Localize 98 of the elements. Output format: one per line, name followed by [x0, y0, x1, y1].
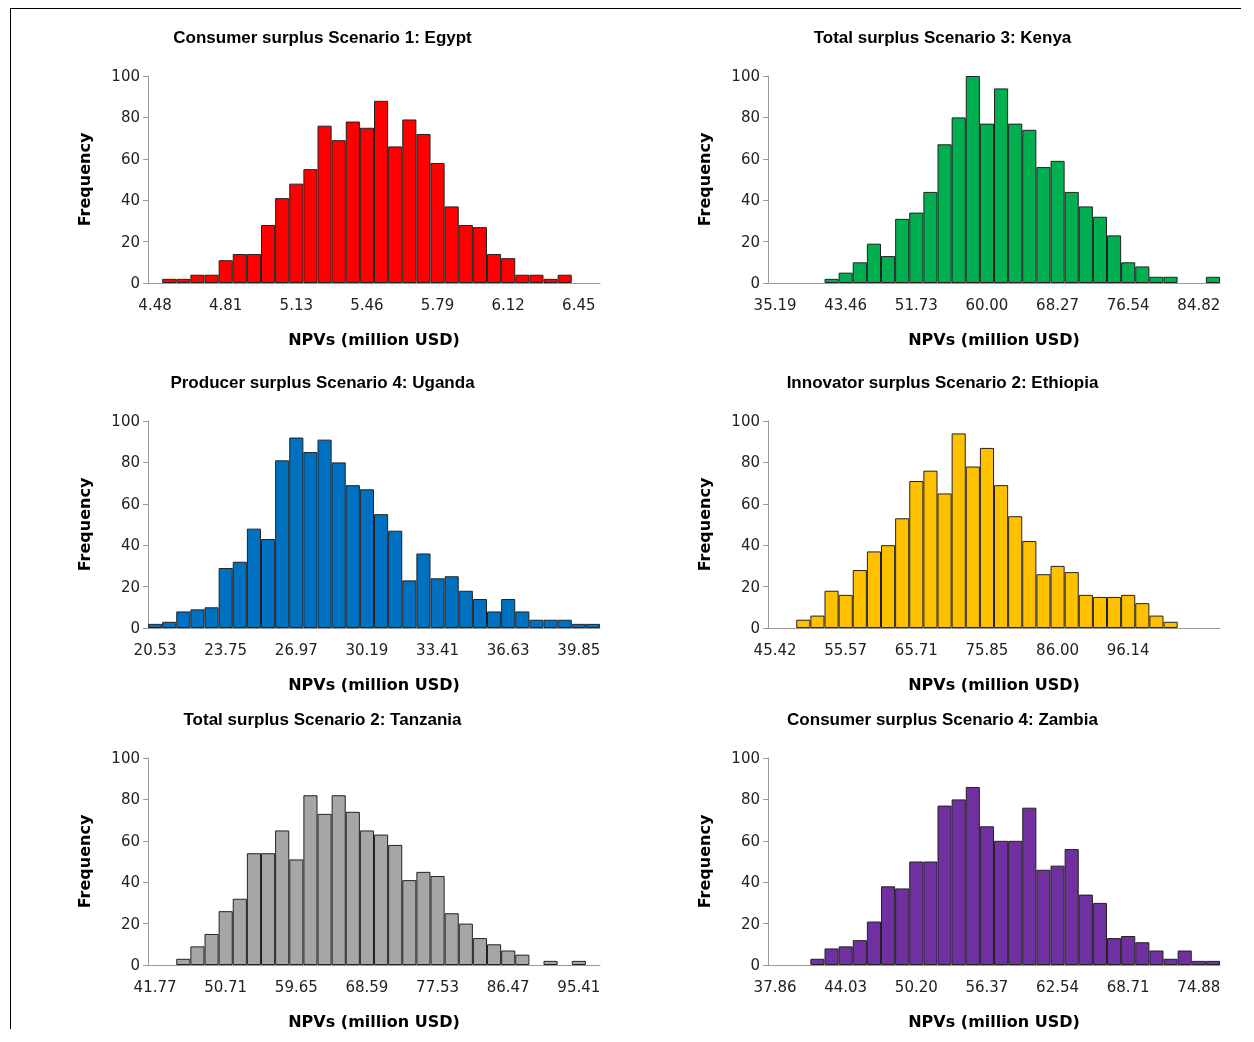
y-tick-label: 0: [750, 956, 760, 974]
x-tick-label: 60.00: [965, 295, 1009, 314]
x-tick-label: 77.53: [416, 977, 460, 996]
y-axis-title: Frequency: [694, 814, 714, 909]
x-tick-label: 26.97: [274, 640, 318, 659]
y-tick-label: 0: [130, 274, 140, 292]
x-tick-label: 62.54: [1036, 977, 1080, 996]
x-tick-label: 30.19: [345, 640, 389, 659]
y-tick-label: 80: [120, 108, 140, 127]
y-tick-label: 60: [740, 149, 760, 168]
x-tick-label: 74.88: [1177, 977, 1221, 996]
x-tick-label: 6.45: [562, 295, 596, 314]
y-tick-label: 100: [111, 749, 140, 767]
x-tick-label: 33.41: [416, 640, 460, 659]
y-tick-label: 80: [740, 108, 760, 127]
x-tick-label: 86.47: [486, 977, 530, 996]
y-tick-label: 40: [120, 191, 140, 210]
x-tick-label: 20.53: [133, 640, 177, 659]
chart-title: Consumer surplus Scenario 4: Zambia: [787, 710, 1099, 729]
y-tick-label: 20: [120, 914, 140, 933]
x-tick-label: 86.00: [1036, 640, 1080, 659]
chart-title: Innovator surplus Scenario 2: Ethiopia: [786, 373, 1099, 392]
x-tick-label: 4.81: [208, 295, 243, 314]
y-tick-label: 60: [120, 149, 140, 168]
y-tick-label: 40: [740, 536, 760, 555]
x-tick-label: 5.79: [420, 295, 455, 314]
y-tick-label: 100: [731, 749, 760, 767]
y-tick-label: 60: [740, 494, 760, 513]
x-tick-label: 5.46: [350, 295, 384, 314]
y-tick-label: 80: [740, 790, 760, 809]
y-axis-title: Frequency: [74, 132, 94, 227]
y-tick-label: 20: [740, 577, 760, 596]
y-tick-label: 100: [731, 67, 760, 85]
x-axis-title: NPVs (million USD): [288, 329, 460, 349]
y-tick-label: 80: [120, 453, 140, 472]
x-axis-title: NPVs (million USD): [908, 674, 1080, 694]
y-tick-label: 40: [120, 873, 140, 892]
x-tick-label: 68.27: [1036, 295, 1080, 314]
x-tick-label: 68.59: [345, 977, 389, 996]
x-tick-label: 50.71: [204, 977, 248, 996]
x-tick-label: 65.71: [894, 640, 938, 659]
x-tick-label: 23.75: [204, 640, 248, 659]
x-tick-label: 45.42: [753, 640, 797, 659]
x-tick-label: 68.71: [1106, 977, 1150, 996]
x-tick-label: 36.63: [486, 640, 530, 659]
x-tick-label: 55.57: [824, 640, 868, 659]
y-tick-label: 20: [740, 914, 760, 933]
y-tick-label: 40: [120, 536, 140, 555]
x-tick-label: 76.54: [1106, 295, 1150, 314]
x-axis-title: NPVs (million USD): [908, 1011, 1080, 1031]
y-tick-label: 0: [750, 619, 760, 637]
y-tick-label: 60: [120, 494, 140, 513]
chart-title: Total surplus Scenario 2: Tanzania: [183, 710, 463, 729]
y-axis-title: Frequency: [74, 477, 94, 572]
y-axis-title: Frequency: [74, 814, 94, 909]
x-tick-label: 59.65: [274, 977, 318, 996]
bar: [1205, 276, 1220, 283]
y-tick-label: 0: [130, 619, 140, 637]
y-tick-label: 20: [120, 577, 140, 596]
y-tick-label: 40: [740, 191, 760, 210]
y-tick-label: 100: [111, 67, 140, 85]
x-tick-label: 50.20: [894, 977, 938, 996]
x-tick-label: 37.86: [753, 977, 797, 996]
x-tick-label: 39.85: [557, 640, 601, 659]
y-axis-title: Frequency: [694, 477, 714, 572]
y-tick-label: 80: [740, 453, 760, 472]
x-tick-label: 5.13: [279, 295, 314, 314]
x-tick-label: 44.03: [824, 977, 868, 996]
y-tick-label: 60: [740, 831, 760, 850]
y-axis-title: Frequency: [694, 132, 714, 227]
x-tick-label: 4.48: [138, 295, 172, 314]
y-tick-label: 80: [120, 790, 140, 809]
y-tick-label: 0: [130, 956, 140, 974]
chart-title: Producer surplus Scenario 4: Uganda: [170, 373, 476, 392]
y-tick-label: 100: [111, 412, 140, 430]
x-tick-label: 75.85: [965, 640, 1009, 659]
x-axis-title: NPVs (million USD): [908, 329, 1080, 349]
bar: [571, 960, 586, 965]
bar: [543, 960, 558, 965]
x-tick-label: 56.37: [965, 977, 1009, 996]
chart-title: Total surplus Scenario 3: Kenya: [813, 28, 1072, 47]
x-tick-label: 35.19: [753, 295, 797, 314]
x-tick-label: 96.14: [1106, 640, 1150, 659]
x-tick-label: 43.46: [824, 295, 868, 314]
x-tick-label: 95.41: [557, 977, 601, 996]
x-axis-title: NPVs (million USD): [288, 674, 460, 694]
x-tick-label: 51.73: [894, 295, 938, 314]
x-tick-label: 41.77: [133, 977, 177, 996]
x-tick-label: 84.82: [1177, 295, 1221, 314]
y-tick-label: 0: [750, 274, 760, 292]
x-axis-title: NPVs (million USD): [288, 1011, 460, 1031]
y-tick-label: 20: [120, 232, 140, 251]
y-tick-label: 60: [120, 831, 140, 850]
y-tick-label: 20: [740, 232, 760, 251]
chart-title: Consumer surplus Scenario 1: Egypt: [173, 28, 473, 47]
y-tick-label: 40: [740, 873, 760, 892]
x-tick-label: 6.12: [491, 295, 525, 314]
y-tick-label: 100: [731, 412, 760, 430]
